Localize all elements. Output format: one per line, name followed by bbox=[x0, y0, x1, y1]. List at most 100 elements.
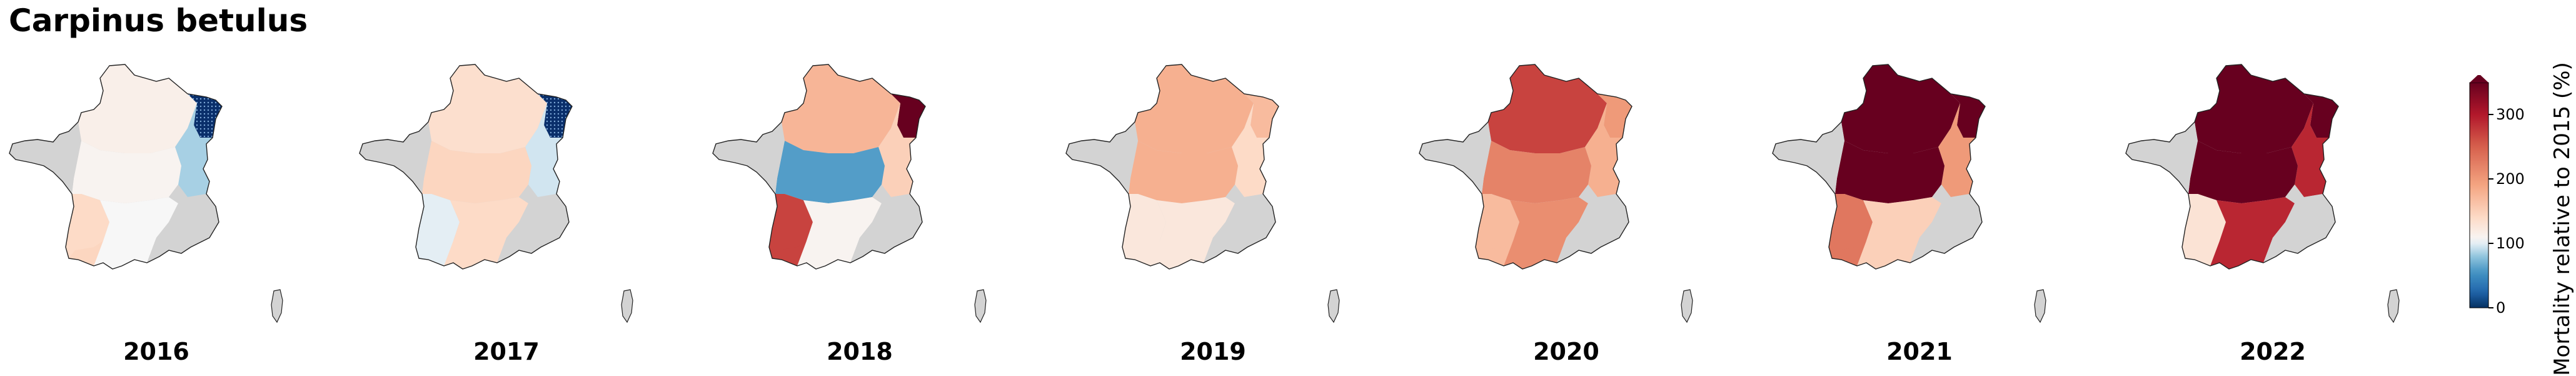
corsica-2018 bbox=[974, 289, 987, 323]
year-label-2020: 2020 bbox=[1533, 338, 1599, 365]
region-e-2018 bbox=[878, 103, 916, 197]
region-e-2019 bbox=[1232, 103, 1269, 197]
region-e-2022 bbox=[2292, 103, 2329, 197]
france-outline-2022 bbox=[2125, 64, 2339, 270]
region-n-2019 bbox=[1135, 64, 1254, 153]
colorbar-tick-label-300: 300 bbox=[2496, 106, 2525, 124]
colorbar-tick-label-0: 0 bbox=[2496, 299, 2506, 317]
region-se-2020 bbox=[1557, 185, 1629, 263]
region-n-2022 bbox=[2195, 64, 2313, 153]
map-panel-2020: 2020 bbox=[1410, 59, 1723, 365]
region-west-2021 bbox=[1773, 122, 1844, 194]
region-sw-2018 bbox=[772, 241, 807, 266]
region-ne-2019 bbox=[1244, 94, 1279, 138]
region-e-2020 bbox=[1585, 103, 1623, 197]
corsica-2022 bbox=[2387, 289, 2400, 323]
region-west-2022 bbox=[2126, 122, 2198, 194]
year-label-2018: 2018 bbox=[827, 338, 893, 365]
region-ne-2020 bbox=[1597, 94, 1632, 138]
region-n-2020 bbox=[1488, 64, 1607, 153]
colorbar-tick-mark-100 bbox=[2488, 243, 2493, 245]
france-map-2018 bbox=[712, 64, 987, 323]
region-se-2019 bbox=[1204, 185, 1275, 263]
france-map-2022 bbox=[2125, 64, 2400, 323]
region-s-2017 bbox=[444, 197, 528, 269]
france-outline-2020 bbox=[1419, 64, 1633, 270]
colorbar: 0 100 200 300 bbox=[2463, 75, 2576, 363]
colorbar-gradient bbox=[2469, 75, 2489, 308]
region-s-2022 bbox=[2210, 197, 2295, 269]
map-panel-2019: 2019 bbox=[1057, 59, 1369, 365]
region-c-2021 bbox=[1835, 141, 1945, 203]
region-c-2020 bbox=[1482, 141, 1591, 203]
map-panel-2022: 2022 bbox=[2116, 59, 2429, 365]
region-sw-2022 bbox=[2185, 241, 2220, 266]
france-map-2016 bbox=[9, 64, 283, 323]
region-ne-2018 bbox=[891, 94, 925, 138]
region-s-2021 bbox=[1857, 197, 1941, 269]
corsica-2021 bbox=[2034, 289, 2046, 323]
region-se-2016 bbox=[147, 185, 219, 263]
region-sw-2021 bbox=[1832, 241, 1866, 266]
region-ne-2022 bbox=[2304, 94, 2338, 138]
region-se-2018 bbox=[850, 185, 922, 263]
france-map-2017 bbox=[359, 64, 633, 323]
region-c-2016 bbox=[72, 141, 181, 203]
map-panel-2021: 2021 bbox=[1763, 59, 2076, 365]
region-s-2019 bbox=[1150, 197, 1235, 269]
year-label-2021: 2021 bbox=[1886, 338, 1953, 365]
france-outline-2017 bbox=[359, 64, 573, 270]
france-outline-2019 bbox=[1065, 64, 1279, 270]
france-outline-2021 bbox=[1772, 64, 1986, 270]
region-s-2018 bbox=[797, 197, 882, 269]
region-sw-2017 bbox=[419, 241, 453, 266]
region-west-2020 bbox=[1419, 122, 1491, 194]
region-c-2018 bbox=[775, 141, 885, 203]
france-outline-2018 bbox=[712, 64, 926, 270]
region-se-2017 bbox=[497, 185, 569, 263]
region-se-2021 bbox=[1910, 185, 1982, 263]
region-n-2021 bbox=[1841, 64, 1960, 153]
france-map-2019 bbox=[1065, 64, 1340, 323]
region-n-2017 bbox=[428, 64, 547, 153]
corsica-2019 bbox=[1327, 289, 1340, 323]
region-sw-2016 bbox=[69, 241, 103, 266]
corsica-2016 bbox=[271, 289, 283, 323]
region-se-2022 bbox=[2263, 185, 2335, 263]
region-ne-2016 bbox=[188, 94, 222, 138]
region-c-2019 bbox=[1129, 141, 1238, 203]
region-west-2017 bbox=[360, 122, 431, 194]
region-c-2022 bbox=[2188, 141, 2298, 203]
region-e-2016 bbox=[175, 103, 213, 197]
region-s-2016 bbox=[94, 197, 178, 269]
year-label-2016: 2016 bbox=[123, 338, 189, 365]
region-e-2021 bbox=[1938, 103, 1976, 197]
map-panel-2017: 2017 bbox=[350, 59, 663, 365]
colorbar-tick-label-200: 200 bbox=[2496, 170, 2525, 188]
colorbar-label: Mortality relative to 2015 (%) bbox=[2550, 62, 2575, 376]
colorbar-tick-mark-0 bbox=[2488, 307, 2493, 308]
region-sw-2020 bbox=[1479, 241, 1513, 266]
region-n-2016 bbox=[78, 64, 197, 153]
year-label-2017: 2017 bbox=[473, 338, 540, 365]
region-s-2020 bbox=[1504, 197, 1588, 269]
region-e-2017 bbox=[525, 103, 563, 197]
region-ne-2017 bbox=[538, 94, 572, 138]
region-n-2018 bbox=[782, 64, 900, 153]
map-panel-2018: 2018 bbox=[703, 59, 1016, 365]
colorbar-extend-max bbox=[2470, 75, 2488, 83]
colorbar-tick-mark-200 bbox=[2488, 178, 2493, 180]
region-west-2016 bbox=[9, 122, 81, 194]
region-west-2018 bbox=[713, 122, 785, 194]
year-label-2019: 2019 bbox=[1180, 338, 1246, 365]
colorbar-tick-mark-300 bbox=[2488, 114, 2493, 116]
region-ne-2021 bbox=[1951, 94, 1985, 138]
colorbar-tick-label-100: 100 bbox=[2496, 235, 2525, 253]
france-map-2021 bbox=[1772, 64, 2046, 323]
map-panel-2016: 2016 bbox=[0, 59, 313, 365]
chart-title: Carpinus betulus bbox=[9, 3, 308, 39]
corsica-2020 bbox=[1681, 289, 1693, 323]
region-sw-2019 bbox=[1125, 241, 1160, 266]
corsica-2017 bbox=[621, 289, 633, 323]
